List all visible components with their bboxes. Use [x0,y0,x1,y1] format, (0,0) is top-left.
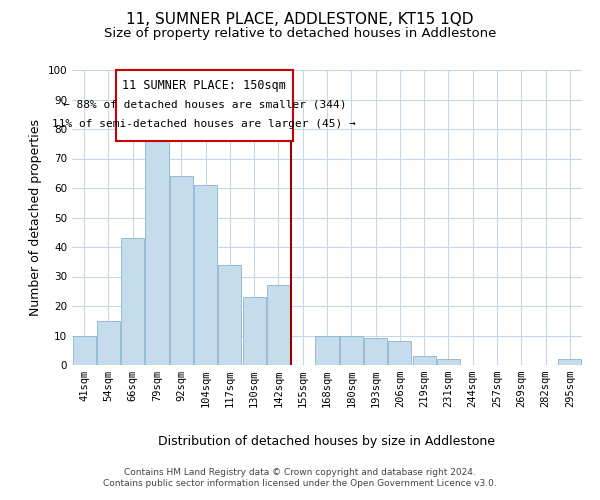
Bar [267,286,290,365]
Bar [437,359,460,365]
Bar [388,342,412,365]
Text: 11 SUMNER PLACE: 150sqm: 11 SUMNER PLACE: 150sqm [122,79,286,92]
Y-axis label: Number of detached properties: Number of detached properties [29,119,42,316]
Text: 11% of semi-detached houses are larger (45) →: 11% of semi-detached houses are larger (… [52,118,356,128]
Text: Contains HM Land Registry data © Crown copyright and database right 2024.
Contai: Contains HM Land Registry data © Crown c… [103,468,497,487]
Bar [73,336,95,365]
Bar [316,336,338,365]
Bar [413,356,436,365]
Bar [218,264,241,365]
Text: 11, SUMNER PLACE, ADDLESTONE, KT15 1QD: 11, SUMNER PLACE, ADDLESTONE, KT15 1QD [126,12,474,28]
Text: Distribution of detached houses by size in Addlestone: Distribution of detached houses by size … [158,435,496,448]
Bar [97,321,120,365]
Bar [340,336,363,365]
Bar [121,238,144,365]
FancyBboxPatch shape [116,70,293,141]
Bar [145,138,169,365]
Bar [364,338,387,365]
Text: Size of property relative to detached houses in Addlestone: Size of property relative to detached ho… [104,28,496,40]
Bar [242,297,266,365]
Bar [559,359,581,365]
Bar [170,176,193,365]
Text: ← 88% of detached houses are smaller (344): ← 88% of detached houses are smaller (34… [62,100,346,110]
Bar [194,185,217,365]
